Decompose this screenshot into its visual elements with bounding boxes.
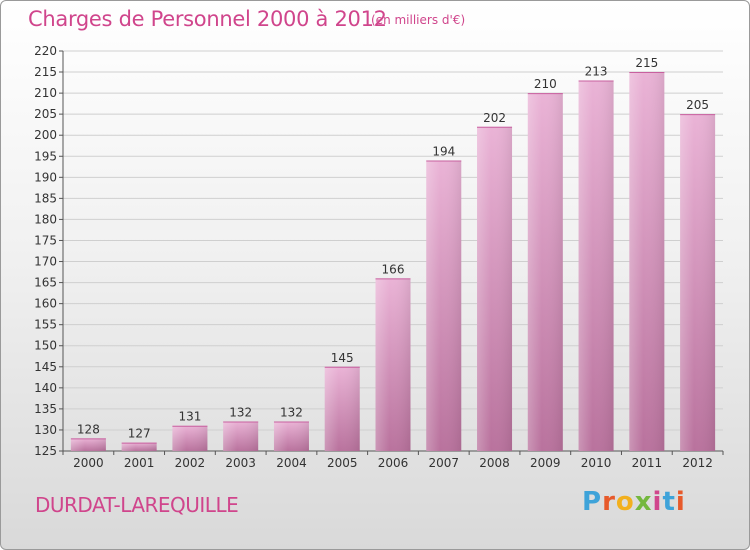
y-tick-label: 220 — [34, 44, 57, 58]
bar-value-label: 132 — [229, 406, 252, 420]
bar-shade — [477, 126, 513, 451]
bar-value-label: 202 — [483, 111, 506, 125]
logo-letter: i — [675, 487, 686, 517]
y-tick-label: 140 — [34, 381, 57, 395]
chart-unit-note: (en milliers d'€) — [371, 13, 466, 27]
y-tick-label: 150 — [34, 339, 57, 353]
bar-value-label: 213 — [585, 64, 608, 78]
bar-shade — [324, 366, 360, 451]
x-tick-label: 2001 — [124, 456, 155, 470]
y-tick-label: 190 — [34, 170, 57, 184]
x-tick-label: 2000 — [73, 456, 104, 470]
bar-value-label: 145 — [331, 351, 354, 365]
logo-letter: t — [662, 487, 676, 517]
y-tick-label: 175 — [34, 233, 57, 247]
y-tick-label: 200 — [34, 128, 57, 142]
y-tick-label: 195 — [34, 149, 57, 163]
logo-letter: r — [602, 487, 616, 517]
bar-value-label: 205 — [686, 98, 709, 112]
bar-shade — [70, 438, 106, 451]
bar-value-label: 215 — [635, 56, 658, 70]
bar-shade — [680, 114, 716, 451]
logo-letter: P — [582, 487, 603, 517]
bar-shade — [527, 93, 563, 452]
y-tick-label: 205 — [34, 107, 57, 121]
y-tick-label: 165 — [34, 276, 57, 290]
y-tick-label: 125 — [34, 444, 57, 458]
bar-value-label: 194 — [432, 144, 455, 158]
x-tick-label: 2006 — [378, 456, 409, 470]
x-tick-label: 2002 — [175, 456, 206, 470]
x-tick-label: 2004 — [276, 456, 307, 470]
y-tick-label: 155 — [34, 318, 57, 332]
bar-shade — [172, 425, 208, 451]
bar-shade — [121, 442, 157, 451]
y-tick-label: 130 — [34, 423, 57, 437]
x-tick-label: 2008 — [479, 456, 510, 470]
bar-value-label: 132 — [280, 406, 303, 420]
logo-letter: x — [634, 487, 653, 517]
bar-value-label: 131 — [178, 410, 201, 424]
y-tick-label: 185 — [34, 191, 57, 205]
y-tick-label: 145 — [34, 360, 57, 374]
y-tick-label: 210 — [34, 86, 57, 100]
bars: 128 127 131 132 132 145 166 194 202 210 213 215 205 — [70, 56, 716, 452]
proxiti-logo[interactable]: Proxiti — [582, 487, 686, 517]
bar-shade — [273, 421, 309, 451]
x-tick-label: 2003 — [225, 456, 256, 470]
bar-shade — [375, 278, 411, 451]
bar-shade — [223, 421, 259, 451]
y-tick-label: 170 — [34, 255, 57, 269]
x-tick-label: 2011 — [632, 456, 663, 470]
x-tick-label: 2012 — [682, 456, 713, 470]
bar-shade — [578, 80, 614, 451]
y-tick-label: 160 — [34, 297, 57, 311]
y-tick-label: 135 — [34, 402, 57, 416]
bar-value-label: 128 — [77, 422, 100, 436]
logo-letter: o — [615, 487, 635, 517]
y-tick-label: 180 — [34, 212, 57, 226]
bar-value-label: 210 — [534, 77, 557, 91]
bar-shade — [426, 160, 462, 451]
x-tick-label: 2005 — [327, 456, 358, 470]
logo-letter: i — [652, 487, 663, 517]
bar-value-label: 127 — [128, 427, 151, 441]
chart-title: Charges de Personnel 2000 à 2012 — [28, 7, 387, 31]
x-tick-label: 2010 — [581, 456, 612, 470]
x-axis: 2000 2001 2002 2003 2004 2005 2006 2007 2008 2009… — [62, 451, 724, 470]
bar-shade — [629, 72, 665, 451]
y-tick-label: 215 — [34, 65, 57, 79]
x-tick-label: 2007 — [428, 456, 459, 470]
x-tick-label: 2009 — [530, 456, 561, 470]
commune-name: DURDAT-LAREQUILLE — [35, 493, 239, 517]
bar-value-label: 166 — [382, 262, 405, 276]
